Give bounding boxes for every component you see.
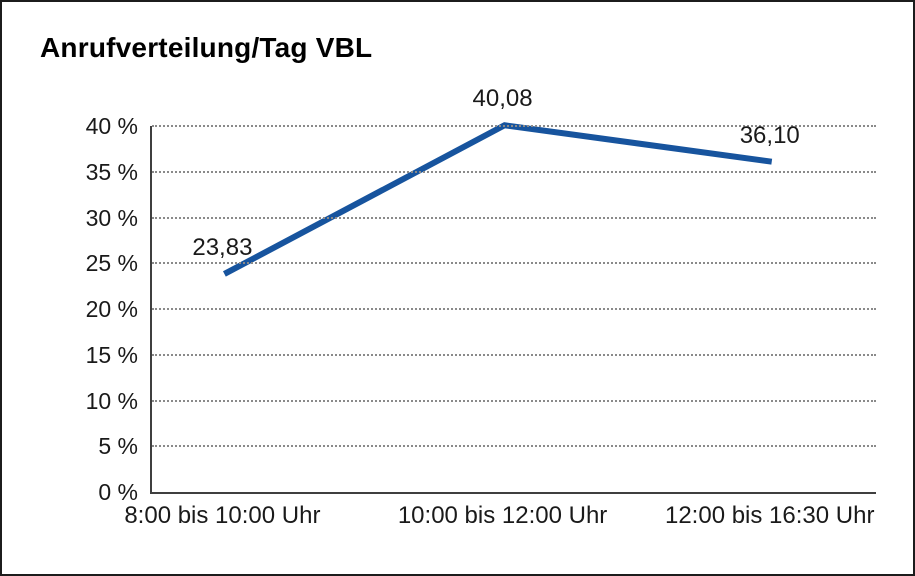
y-tick-label: 25 % [85, 250, 138, 277]
gridline [152, 445, 876, 448]
y-tick-label: 10 % [85, 387, 138, 414]
y-tick-label: 30 % [85, 204, 138, 231]
x-tick-label: 8:00 bis 10:00 Uhr [124, 502, 321, 529]
data-point-label: 36,10 [739, 121, 800, 149]
gridline [152, 308, 876, 310]
x-tick-label: 12:00 bis 16:30 Uhr [664, 502, 875, 529]
gridline [152, 399, 876, 402]
chart-title: Anrufverteilung/Tag VBL [40, 32, 373, 63]
data-point-label: 23,83 [192, 233, 253, 261]
gridline [152, 170, 876, 173]
gridline [152, 262, 876, 265]
y-tick-label: 20 % [85, 296, 138, 322]
gridline [152, 353, 876, 356]
y-tick-label: 15 % [85, 341, 138, 368]
data-point-label: 40,08 [472, 85, 533, 113]
x-tick-label: 10:00 bis 12:00 Uhr [397, 502, 608, 529]
y-tick-label: 5 % [98, 433, 138, 460]
y-tick-label: 35 % [85, 158, 138, 185]
gridline [152, 125, 876, 127]
gridline [152, 216, 876, 219]
y-tick-label: 0 % [98, 479, 138, 505]
plot-area [150, 122, 876, 494]
series-line [222, 122, 773, 277]
y-tick-label: 40 % [85, 113, 138, 139]
